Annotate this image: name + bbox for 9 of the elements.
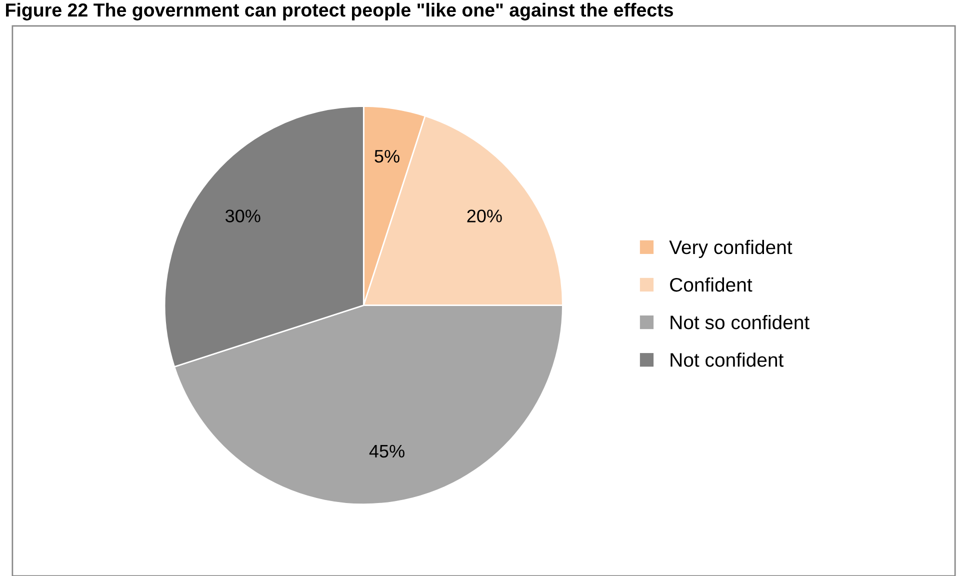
data-label: 45%: [369, 444, 404, 458]
data-label: 20%: [467, 210, 502, 222]
chart-title: Figure 22 The government can protect people "like one" against the effects: [6, 2, 673, 20]
legend-label: Not confident: [670, 352, 784, 367]
legend-label: Confident: [670, 277, 752, 292]
legend-label: Not so confident: [670, 315, 810, 330]
legend-label: Very confident: [669, 240, 792, 258]
data-label: 30%: [226, 210, 260, 222]
data-label: 5%: [374, 150, 400, 163]
